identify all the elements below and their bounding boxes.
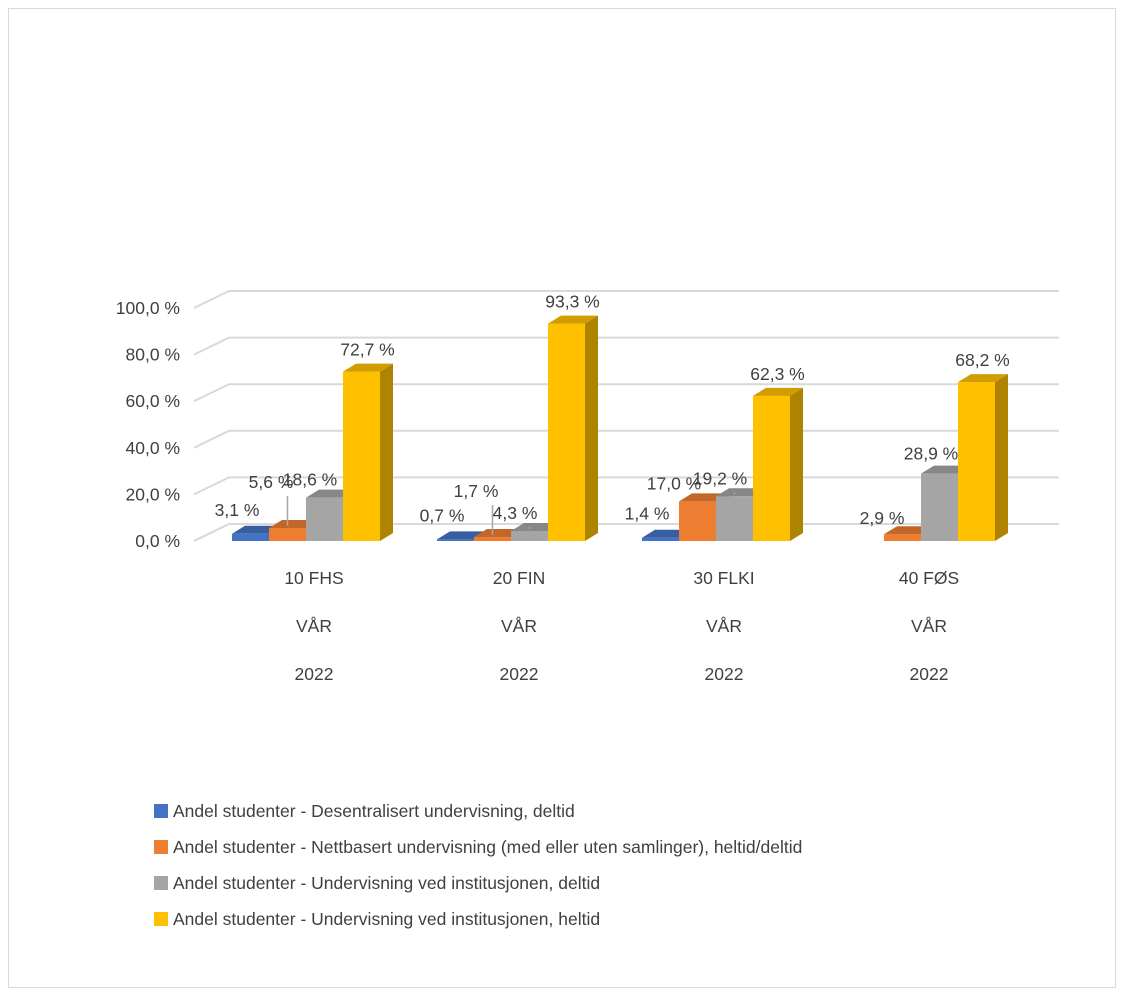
data-label: 72,7 %: [340, 340, 394, 360]
data-label: 5,6 %: [249, 472, 294, 492]
bar-side: [995, 374, 1008, 541]
bar-side: [790, 387, 803, 541]
x-tick-label: 2022: [705, 664, 744, 684]
bar-front: [753, 395, 790, 541]
x-tick-label: VÅR: [706, 616, 742, 636]
bar-front: [437, 539, 474, 541]
bar-front: [306, 497, 343, 541]
bar-front: [269, 527, 306, 541]
legend-label: Andel studenter - Undervisning ved insti…: [173, 909, 601, 929]
bar-top: [958, 374, 1008, 383]
data-label: 2,9 %: [860, 508, 905, 528]
x-tick-label: 30 FLKI: [693, 568, 754, 588]
y-tick-label: 80,0 %: [126, 345, 180, 365]
legend: Andel studenter - Desentralisert undervi…: [154, 801, 802, 945]
gridline: [193, 383, 1059, 403]
data-label: 1,7 %: [454, 481, 499, 501]
floor-edge: [193, 523, 230, 542]
legend-label: Andel studenter - Desentralisert undervi…: [173, 801, 575, 821]
chart-area: 0,0 % 20,0 % 40,0 % 60,0 % 80,0 % 100,0 % 3,1…: [8, 8, 1116, 988]
legend-item-institusjon-heltid: Andel studenter - Undervisning ved insti…: [154, 909, 802, 945]
legend-item-nettbasert: Andel studenter - Nettbasert undervisnin…: [154, 837, 802, 873]
data-label: 1,4 %: [625, 504, 670, 524]
data-label: 17,0 %: [647, 473, 701, 493]
data-label: 3,1 %: [215, 500, 260, 520]
bar-top: [753, 387, 803, 396]
bar-front: [716, 496, 753, 541]
data-label: 62,3 %: [750, 364, 804, 384]
legend-item-desentralisert: Andel studenter - Desentralisert undervi…: [154, 801, 802, 837]
data-label: 18,6 %: [283, 470, 337, 490]
data-label: 28,9 %: [904, 444, 958, 464]
x-tick-label: VÅR: [501, 616, 537, 636]
x-tick-label: 2022: [500, 664, 539, 684]
bar-top: [548, 315, 598, 324]
legend-swatch: [154, 840, 168, 854]
legend-label: Andel studenter - Undervisning ved insti…: [173, 873, 601, 893]
bar-front: [642, 537, 679, 541]
data-label: 19,2 %: [693, 468, 747, 488]
x-tick-label: VÅR: [296, 616, 332, 636]
gridline: [193, 336, 1059, 356]
bar-front: [474, 537, 511, 541]
y-tick-label: 100,0 %: [116, 298, 180, 318]
bar-front: [232, 533, 269, 541]
bar-side: [585, 315, 598, 541]
bar-front: [921, 473, 958, 541]
bar-side: [380, 363, 393, 541]
y-tick-label: 40,0 %: [126, 438, 180, 458]
legend-label: Andel studenter - Nettbasert undervisnin…: [173, 837, 803, 857]
y-tick-label: 60,0 %: [126, 391, 180, 411]
bar-front: [548, 323, 585, 541]
x-tick-label: VÅR: [911, 616, 947, 636]
bar-front: [343, 371, 380, 541]
legend-swatch: [154, 912, 168, 926]
legend-swatch: [154, 804, 168, 818]
bar-front: [884, 534, 921, 541]
data-label: 4,3 %: [493, 503, 538, 523]
data-label: 0,7 %: [420, 505, 465, 525]
bar-front: [511, 530, 548, 541]
legend-item-institusjon-deltid: Andel studenter - Undervisning ved insti…: [154, 873, 802, 909]
y-tick-label: 20,0 %: [126, 484, 180, 504]
gridline: [193, 290, 1059, 309]
legend-swatch: [154, 876, 168, 890]
data-label: 68,2 %: [955, 350, 1009, 370]
bar-front: [679, 501, 716, 541]
x-tick-label: 10 FHS: [284, 568, 343, 588]
y-tick-label: 0,0 %: [135, 531, 180, 551]
bar-top: [343, 363, 393, 372]
x-tick-label: 40 FØS: [899, 568, 959, 588]
chart-plot: 0,0 % 20,0 % 40,0 % 60,0 % 80,0 % 100,0 % 3,1…: [116, 290, 1059, 684]
x-tick-label: 2022: [295, 664, 334, 684]
x-tick-label: 2022: [910, 664, 949, 684]
data-label: 93,3 %: [545, 292, 599, 312]
bar-front: [958, 382, 995, 541]
x-tick-label: 20 FIN: [493, 568, 546, 588]
